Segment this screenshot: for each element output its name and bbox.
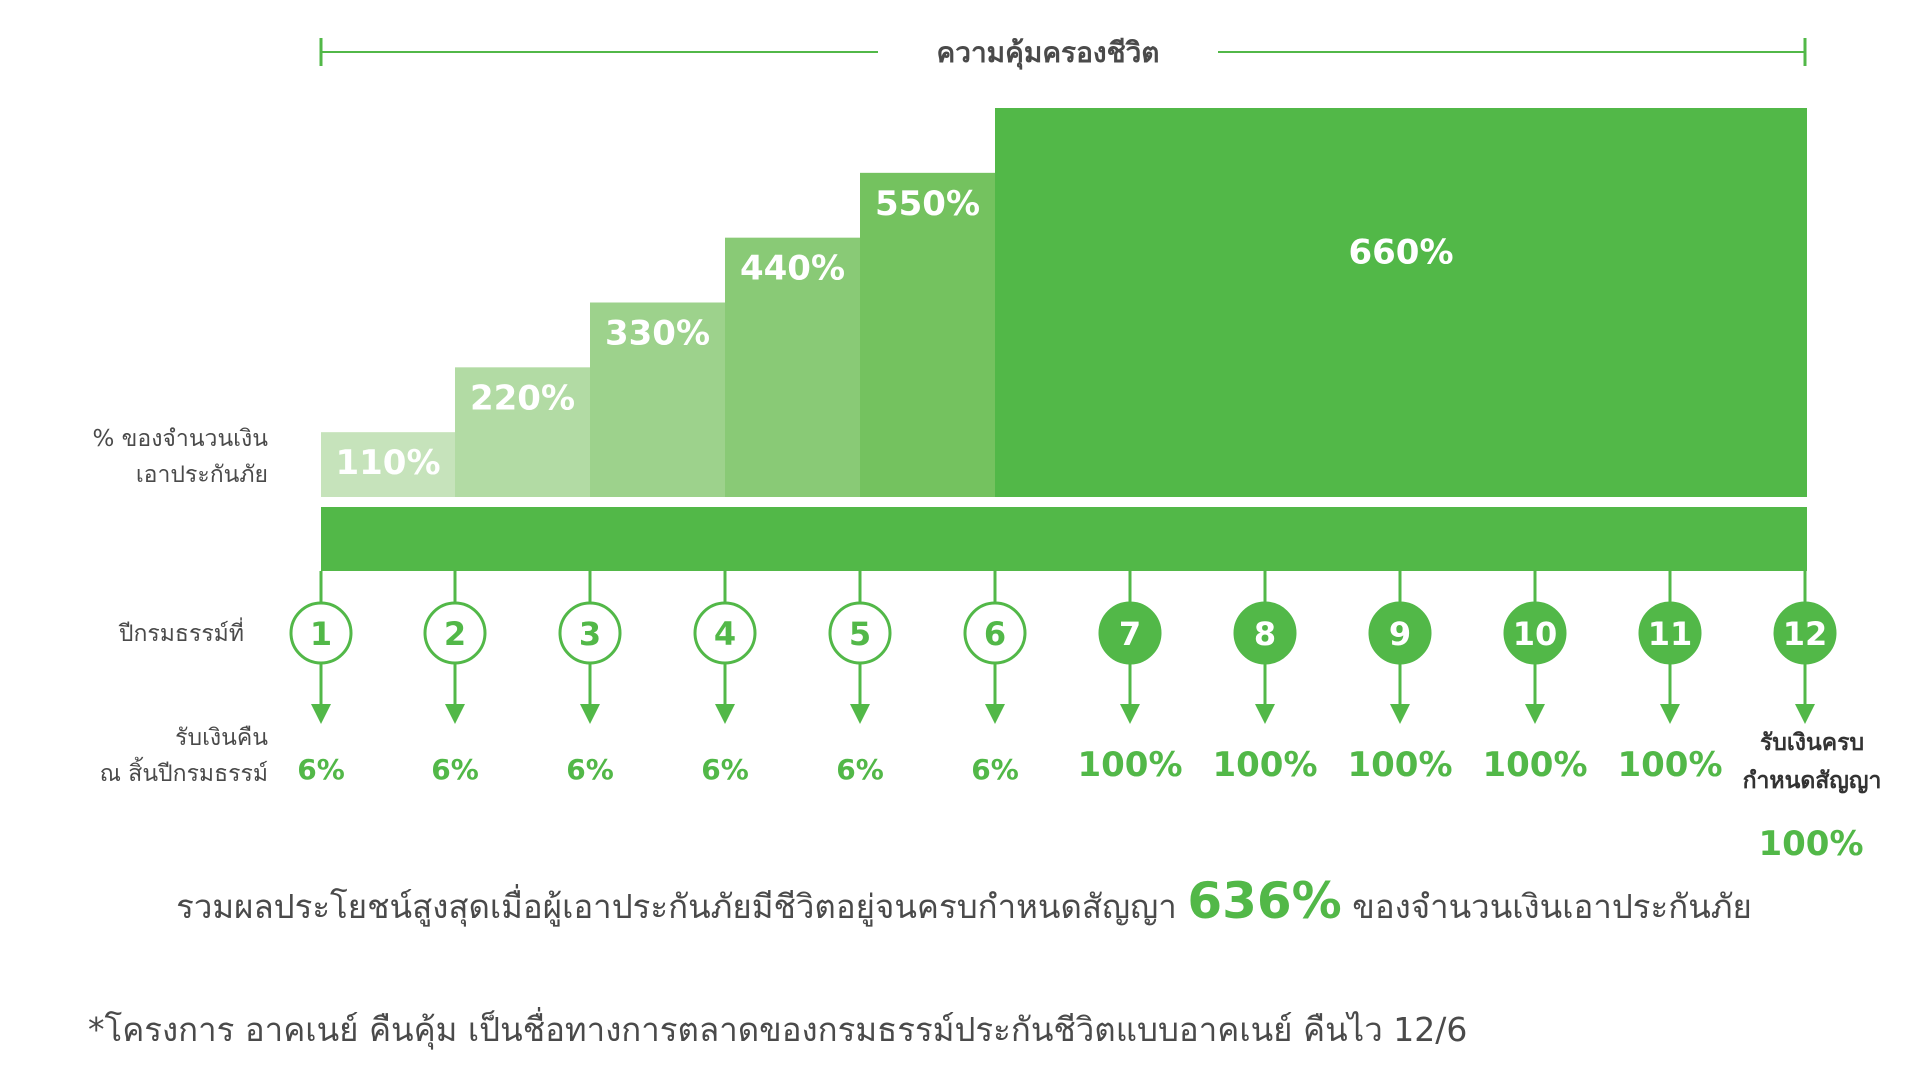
year-number-3: 3 <box>579 615 601 653</box>
payback-value-8: 100% <box>1212 745 1317 785</box>
year-number-2: 2 <box>444 615 466 653</box>
coverage-bar-4 <box>725 237 860 497</box>
coverage-label-4: 440% <box>740 249 845 289</box>
summary-prefix: รวมผลประโยชน์สูงสุดเมื่อผู้เอาประกันภัยม… <box>176 884 1187 927</box>
footnote: *โครงการ อาคเนย์ คืนคุ้ม เป็นชื่อทางการต… <box>88 1007 1467 1050</box>
payback-value-2: 6% <box>431 753 479 786</box>
y-axis-label-line-1: % ของจำนวนเงิน <box>93 426 269 452</box>
year-number-10: 10 <box>1513 615 1558 653</box>
year-number-1: 1 <box>310 615 332 653</box>
payback-arrow-head-6 <box>985 704 1005 724</box>
payback-value-7: 100% <box>1077 745 1182 785</box>
payback-value-11: 100% <box>1617 745 1722 785</box>
coverage-bar-6 <box>995 108 1807 497</box>
payback-arrow-head-3 <box>580 704 600 724</box>
payback-arrow-head-7 <box>1120 704 1140 724</box>
coverage-label-6: 660% <box>1348 233 1453 273</box>
payback-value-4: 6% <box>701 753 749 786</box>
payback-arrow-head-10 <box>1525 704 1545 724</box>
summary-text: รวมผลประโยชน์สูงสุดเมื่อผู้เอาประกันภัยม… <box>176 872 1752 930</box>
coverage-label-2: 220% <box>470 378 575 418</box>
payback-arrow-head-8 <box>1255 704 1275 724</box>
summary-value: 636% <box>1187 872 1341 930</box>
coverage-bar-2 <box>455 367 590 497</box>
summary-suffix: ของจำนวนเงินเอาประกันภัย <box>1342 887 1752 926</box>
payback-value-9: 100% <box>1347 745 1452 785</box>
payback-value-10: 100% <box>1482 745 1587 785</box>
coverage-bar-1 <box>321 432 455 497</box>
payback-arrow-head-5 <box>850 704 870 724</box>
chart-title: ความคุ้มครองชีวิต <box>937 36 1160 70</box>
payback-arrow-head-12 <box>1795 704 1815 724</box>
coverage-label-3: 330% <box>605 314 710 354</box>
year-number-8: 8 <box>1254 615 1276 653</box>
payback-arrow-head-1 <box>311 704 331 724</box>
payback-arrow-head-9 <box>1390 704 1410 724</box>
coverage-label-5: 550% <box>875 184 980 224</box>
payback-arrow-head-4 <box>715 704 735 724</box>
payback-value-12: 100% <box>1758 824 1863 864</box>
year-number-7: 7 <box>1119 615 1141 653</box>
year-number-4: 4 <box>714 615 736 653</box>
year-number-9: 9 <box>1389 615 1411 653</box>
payback-value-6: 6% <box>971 753 1019 786</box>
y-axis-label-line-2: เอาประกันภัย <box>136 462 268 488</box>
maturity-label-line-1: รับเงินครบ <box>1760 730 1864 756</box>
payback-value-1: 6% <box>297 753 345 786</box>
policy-year-label: ปีกรมธรรม์ที่ <box>118 617 244 647</box>
maturity-label-line-2: กำหนดสัญญา <box>1743 768 1882 794</box>
payback-value-3: 6% <box>566 753 614 786</box>
coverage-bar-3 <box>590 302 725 497</box>
coverage-bar-5 <box>860 172 995 498</box>
payback-label-line-1: รับเงินคืน <box>175 725 268 751</box>
year-number-6: 6 <box>984 615 1006 653</box>
coverage-label-1: 110% <box>335 443 440 483</box>
payback-value-5: 6% <box>836 753 884 786</box>
year-number-5: 5 <box>849 615 871 653</box>
timeline-band <box>321 507 1807 571</box>
year-number-12: 12 <box>1783 615 1828 653</box>
payback-arrow-head-11 <box>1660 704 1680 724</box>
payback-arrow-head-2 <box>445 704 465 724</box>
year-number-11: 11 <box>1648 615 1693 653</box>
payback-label-line-2: ณ สิ้นปีกรมธรรม์ <box>100 757 268 787</box>
